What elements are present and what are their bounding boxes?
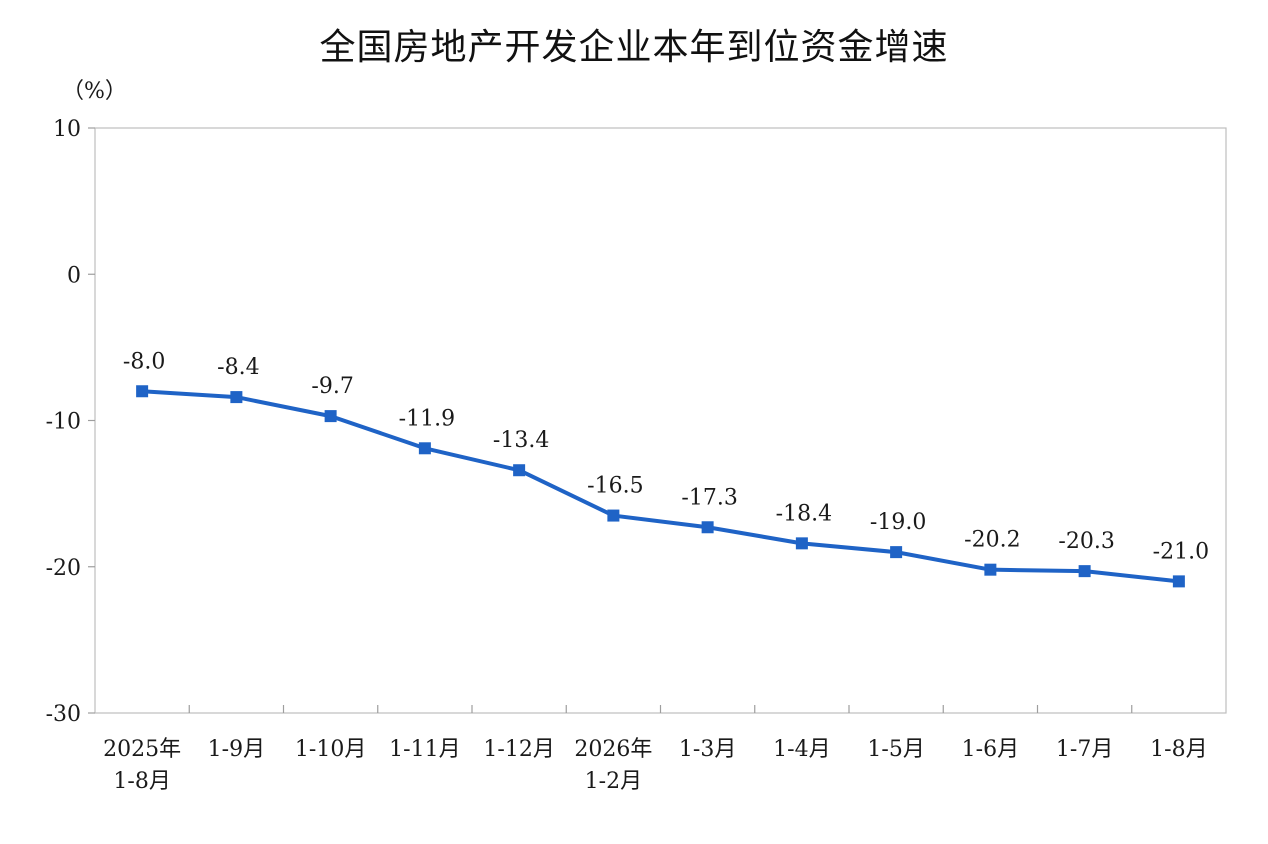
y-tick-label: -30	[46, 702, 81, 727]
x-category-label-line: 1-4月	[773, 737, 830, 762]
y-tick-label: -20	[46, 556, 81, 581]
x-category-label-line: 1-9月	[208, 737, 265, 762]
data-point-marker	[324, 410, 337, 423]
x-category-label: 1-5月	[867, 737, 924, 762]
y-axis-unit-label: （%）	[62, 79, 127, 104]
x-category-label-line: 1-10月	[295, 737, 366, 762]
y-tick-label: -10	[46, 410, 81, 435]
x-category-label-line: 1-2月	[585, 769, 642, 794]
x-category-label: 1-9月	[208, 737, 265, 762]
x-category-label: 1-12月	[483, 737, 554, 762]
data-label: -21.0	[1153, 539, 1209, 564]
data-label: -20.2	[964, 528, 1020, 553]
plot-area: 10 0 -10 -20 -30 2025年 1-8月 1-9月 1-10月 1-11月 1-12月…	[46, 117, 1227, 794]
data-point-marker	[701, 521, 714, 534]
x-category-label-line: 2026年	[574, 737, 652, 762]
x-category-label-line: 1-8月	[113, 769, 170, 794]
data-point-marker	[984, 563, 997, 576]
x-category-label-line: 1-6月	[962, 737, 1019, 762]
data-point-marker	[607, 509, 620, 522]
x-category-label: 1-4月	[773, 737, 830, 762]
x-category-label: 1-11月	[389, 737, 460, 762]
data-point-marker	[1172, 575, 1185, 588]
data-label: -16.5	[587, 474, 643, 499]
x-category-label: 1-7月	[1056, 737, 1113, 762]
data-label: -8.4	[217, 355, 259, 380]
data-point-marker	[230, 391, 243, 404]
x-category-label-line: 2025年	[103, 737, 181, 762]
data-label: -18.4	[776, 501, 832, 526]
data-label: -20.3	[1058, 529, 1114, 554]
plot-frame	[94, 127, 1227, 714]
chart-title: 全国房地产开发企业本年到位资金增速	[319, 27, 949, 68]
y-tick-label: 0	[67, 263, 81, 288]
data-label: -17.3	[681, 485, 737, 510]
data-point-marker	[890, 546, 903, 559]
data-point-marker	[795, 537, 808, 550]
data-point-marker	[418, 442, 431, 455]
x-category-label: 1-10月	[295, 737, 366, 762]
x-category-label-line: 1-12月	[483, 737, 554, 762]
x-category-label: 1-8月	[1150, 737, 1207, 762]
data-label: -19.0	[870, 510, 926, 535]
x-category-label: 1-6月	[962, 737, 1019, 762]
x-category-label: 2025年 1-8月	[103, 737, 181, 794]
x-category-label: 2026年 1-2月	[574, 737, 652, 794]
x-category-label: 1-3月	[679, 737, 736, 762]
data-label: -13.4	[493, 428, 549, 453]
x-category-label-line: 1-7月	[1056, 737, 1113, 762]
data-point-marker	[136, 385, 149, 398]
x-category-label-line: 1-3月	[679, 737, 736, 762]
x-category-label-line: 1-11月	[389, 737, 460, 762]
x-category-label-line: 1-5月	[867, 737, 924, 762]
data-point-marker	[1078, 565, 1091, 578]
data-point-marker	[513, 464, 526, 477]
x-category-label-line: 1-8月	[1150, 737, 1207, 762]
y-tick-label: 10	[53, 117, 81, 142]
data-label: -11.9	[399, 406, 455, 431]
data-label: -9.7	[311, 374, 353, 399]
data-label: -8.0	[123, 349, 165, 374]
series-line	[140, 389, 1181, 584]
